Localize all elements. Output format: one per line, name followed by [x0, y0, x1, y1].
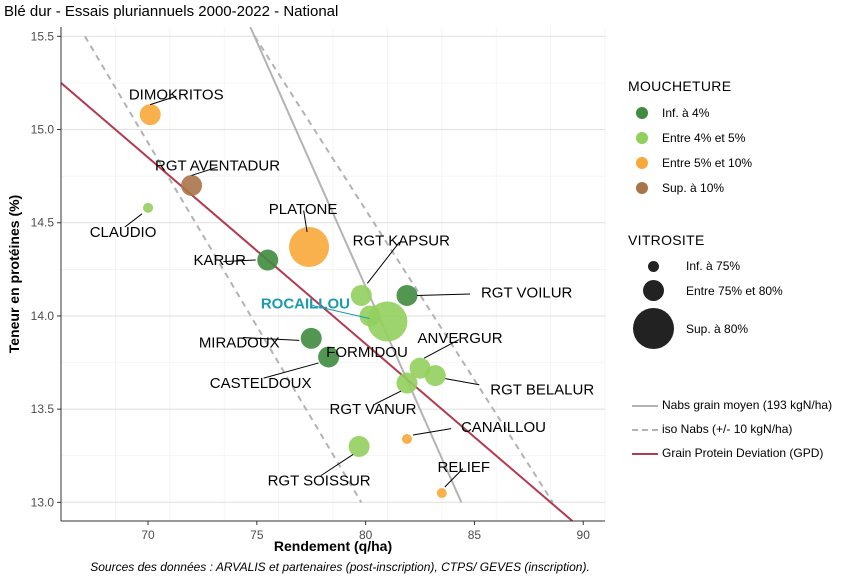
label-leader [445, 378, 480, 386]
data-point [359, 305, 381, 327]
data-point [396, 284, 418, 306]
point-label: CANAILLOU [461, 419, 546, 436]
data-point [143, 202, 154, 213]
legend-size-swatch [633, 308, 674, 349]
source-note: Sources des données : ARVALIS et partena… [90, 560, 590, 574]
point-label: RELIEF [438, 459, 491, 476]
data-point [300, 327, 322, 349]
label-leader [191, 166, 218, 176]
legend-line-swatch [632, 429, 658, 431]
data-point [350, 284, 372, 306]
y-axis-label: Teneur en protéines (%) [6, 195, 22, 353]
iso-nabs-high-line [253, 35, 554, 503]
grid [60, 27, 606, 521]
legend-label: Nabs grain moyen (193 kgN/ha) [662, 398, 833, 412]
label-leader [374, 390, 402, 405]
legend-swatch [636, 182, 648, 194]
point-label: RGT BELALUR [490, 382, 594, 399]
data-point [401, 433, 412, 444]
point-label: CASTELDOUX [210, 375, 312, 392]
data-point [436, 488, 447, 499]
data-points [139, 104, 447, 499]
legend-vitrosite-title: VITROSITE [628, 232, 705, 248]
legend-line-swatch [632, 453, 658, 455]
y-tick-label: 13.0 [31, 495, 55, 509]
data-point [139, 104, 161, 126]
legend-label: iso Nabs (+/- 10 kgN/ha) [662, 422, 793, 436]
label-leader [263, 362, 319, 379]
label-leader [242, 337, 300, 341]
data-point [257, 249, 279, 271]
y-tick-label: 13.5 [31, 402, 55, 416]
legend-line-swatch [632, 405, 658, 407]
reference-lines [61, 27, 574, 521]
y-tick-label: 15.5 [31, 29, 55, 43]
point-label: DIMOKRITOS [129, 87, 224, 104]
x-tick-label: 80 [359, 528, 373, 542]
nabs-mean-line [249, 27, 463, 503]
label-leader [303, 210, 308, 233]
legend-moucheture-title: MOUCHETURE [628, 78, 732, 94]
legend-swatch [636, 132, 648, 144]
label-leader [416, 293, 470, 296]
axes: 70 75 80 85 90 13.0 13.5 14.0 14.5 15.0 15.5 Rendem… [6, 27, 605, 554]
legend-label: Entre 4% et 5% [662, 131, 746, 145]
label-leader [423, 339, 460, 359]
point-label: ROCAILLOU [261, 296, 350, 313]
label-leader [223, 259, 256, 263]
point-label: RGT VOILUR [481, 284, 573, 301]
x-tick-label: 90 [577, 528, 591, 542]
label-leader [124, 213, 143, 228]
label-leader [366, 241, 400, 284]
x-tick-label: 70 [141, 528, 155, 542]
label-leader [444, 468, 464, 488]
iso-nabs-low-line [84, 35, 363, 503]
legend-label: Sup. à 10% [662, 181, 725, 195]
data-point [348, 435, 370, 457]
x-tick-label: 85 [468, 528, 482, 542]
legend-label: Inf. à 4% [662, 106, 710, 120]
label-leader [412, 428, 452, 436]
gpd-line [61, 82, 574, 521]
point-label: RGT SOISSUR [268, 472, 371, 489]
legend-swatch [636, 157, 648, 169]
chart-title: Blé dur - Essais pluriannuels 2000-2022 … [4, 3, 339, 20]
point-label: KARUR [193, 252, 246, 269]
point-labels: DIMOKRITOS RGT AVENTADUR CLAUDIO PLATONE KAR… [90, 87, 595, 490]
legend-swatch [636, 107, 648, 119]
point-label: RGT KAPSUR [353, 232, 450, 249]
x-axis-label: Rendement (q/ha) [274, 538, 392, 554]
legend-size-swatch [648, 261, 659, 272]
point-label: CLAUDIO [90, 224, 157, 241]
legend-label: Grain Protein Deviation (GPD) [662, 446, 824, 460]
y-tick-label: 14.0 [31, 309, 55, 323]
point-label: ANVERGUR [418, 330, 503, 347]
legend-label: Entre 5% et 10% [662, 156, 753, 170]
point-label: RGT VANUR [330, 401, 417, 418]
data-point [318, 346, 340, 368]
legend-size-swatch [643, 280, 664, 301]
label-leader [310, 304, 370, 320]
y-tick-label: 15.0 [31, 123, 55, 137]
legend-label: Entre 75% et 80% [686, 284, 783, 298]
x-tick-label: 75 [250, 528, 264, 542]
data-point [289, 226, 330, 267]
point-label: PLATONE [269, 201, 338, 218]
data-point [181, 174, 203, 196]
point-label: RGT AVENTADUR [155, 157, 280, 174]
legend-label: Sup. à 80% [686, 322, 749, 336]
data-point [396, 372, 418, 394]
data-point [424, 365, 446, 387]
label-leader [150, 95, 177, 106]
point-label: FORMIDOU [326, 344, 408, 361]
legend-label: Inf. à 75% [686, 259, 741, 273]
label-leader [320, 454, 354, 477]
y-tick-label: 14.5 [31, 216, 55, 230]
point-label: MIRADOUX [199, 334, 280, 351]
